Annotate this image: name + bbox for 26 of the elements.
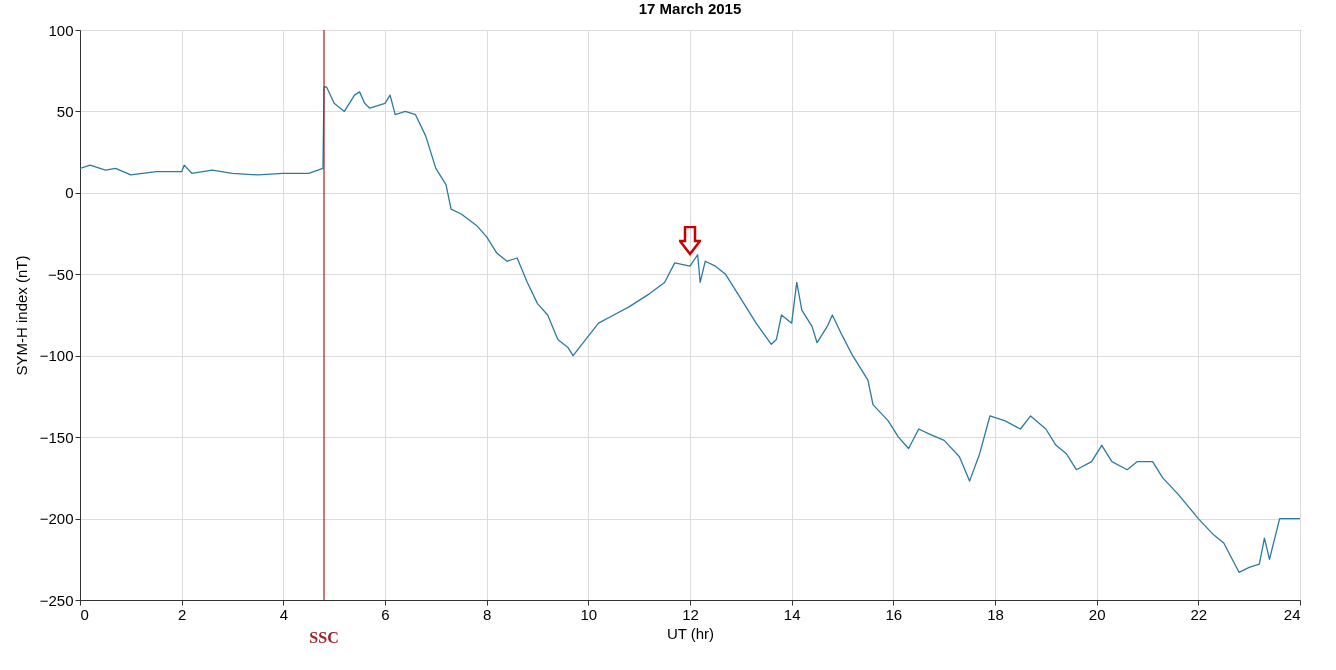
line-series [80, 86, 1300, 573]
x-tick-label: 16 [885, 605, 903, 623]
ref-line-label: SSC [309, 629, 339, 646]
x-tick-label: 2 [177, 605, 187, 623]
x-tick-label: 14 [783, 605, 801, 623]
x-tick-label: 22 [1190, 605, 1208, 623]
y-tick-label: 0 [65, 184, 74, 202]
y-axis-title: SYM-H index (nT) [12, 255, 30, 376]
x-tick-label: 8 [482, 605, 492, 623]
x-tick-label: 0 [80, 605, 89, 623]
x-tick-label: 12 [682, 605, 699, 623]
y-tick-label: −200 [39, 510, 74, 528]
y-tick-label: 100 [48, 21, 74, 39]
y-tick-label: −100 [39, 347, 74, 365]
y-tick-label: −50 [48, 265, 74, 283]
x-axis-title: UT (hr) [666, 624, 715, 642]
x-tick-label: 4 [279, 605, 289, 623]
chart-title: 17 March 2015 [638, 0, 742, 17]
y-tick-label: 50 [56, 102, 74, 120]
y-tick-label: −250 [39, 591, 74, 609]
x-tick-label: 10 [580, 605, 598, 623]
x-tick-label: 18 [987, 605, 1004, 623]
x-tick-label: 20 [1088, 605, 1106, 623]
x-tick-label: 6 [381, 605, 390, 623]
y-tick-label: −150 [39, 428, 74, 446]
x-tick-label: 24 [1283, 605, 1301, 623]
